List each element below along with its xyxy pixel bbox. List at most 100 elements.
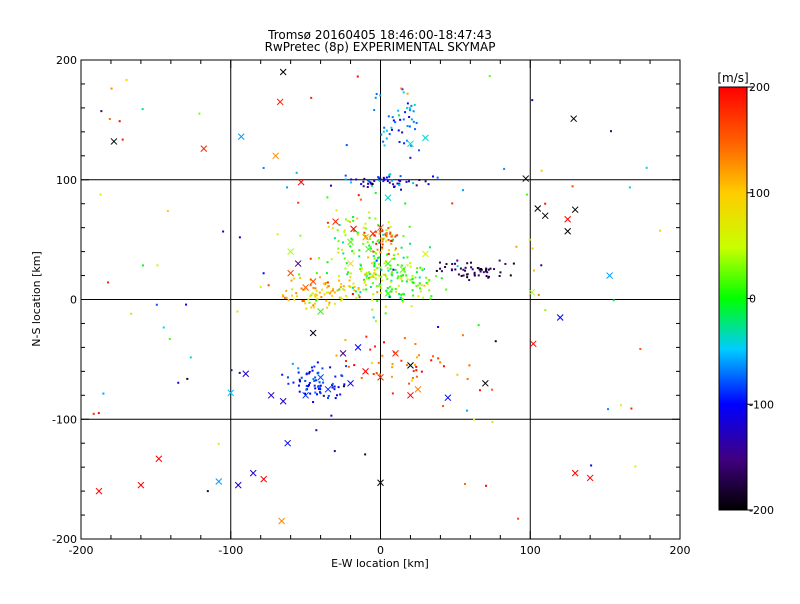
data-point: [464, 266, 467, 269]
x-marker: [155, 455, 163, 463]
data-point: [365, 288, 368, 291]
data-point: [377, 274, 380, 277]
x-marker: [279, 397, 287, 405]
data-point: [373, 179, 376, 182]
data-point: [369, 286, 372, 289]
data-point: [321, 367, 324, 370]
data-point: [397, 275, 400, 278]
data-point: [340, 299, 343, 302]
data-point: [377, 176, 380, 179]
data-point: [482, 271, 485, 274]
data-point: [358, 255, 361, 258]
data-point: [528, 238, 531, 241]
data-point: [485, 484, 488, 487]
data-point: [406, 278, 409, 281]
data-point: [375, 259, 378, 262]
data-point: [392, 268, 395, 271]
data-point: [360, 376, 363, 379]
data-point: [391, 366, 394, 369]
data-point: [333, 450, 336, 453]
data-point: [376, 291, 379, 294]
data-point: [107, 281, 110, 284]
colorbar-label: [m/s]: [717, 71, 748, 85]
data-point: [402, 274, 405, 277]
data-point: [335, 354, 338, 357]
data-point: [348, 220, 351, 223]
data-point: [401, 88, 404, 91]
data-point: [370, 247, 373, 250]
data-point: [344, 234, 347, 237]
data-point: [343, 257, 346, 260]
data-point: [364, 273, 367, 276]
data-point: [512, 262, 515, 265]
x-marker: [392, 350, 399, 357]
data-point: [348, 279, 351, 282]
data-point: [390, 128, 393, 131]
x-marker: [294, 260, 302, 267]
data-point: [331, 227, 334, 230]
data-point: [364, 227, 367, 230]
x-marker: [215, 478, 223, 485]
data-point: [338, 288, 341, 291]
data-point: [463, 482, 466, 485]
data-point: [389, 232, 392, 235]
x-marker: [534, 205, 542, 212]
data-point: [607, 408, 610, 411]
data-point: [331, 382, 334, 385]
data-point: [360, 267, 363, 270]
data-point: [389, 231, 392, 234]
data-point: [327, 394, 330, 397]
data-point: [374, 191, 377, 194]
data-point: [398, 184, 401, 187]
y-axis-label: N-S location [km]: [30, 251, 43, 347]
data-point: [371, 298, 374, 301]
data-point: [409, 265, 412, 268]
data-point: [325, 291, 328, 294]
data-point: [385, 176, 388, 179]
x-marker: [137, 481, 145, 489]
data-point: [310, 294, 313, 297]
data-point: [440, 277, 443, 280]
data-point: [374, 96, 377, 99]
data-point: [344, 359, 347, 362]
data-point: [312, 286, 315, 289]
data-point: [420, 284, 423, 287]
data-point: [356, 233, 359, 236]
data-point: [378, 232, 381, 235]
data-point: [341, 241, 344, 244]
data-point: [367, 180, 370, 183]
data-point: [357, 288, 360, 291]
data-point: [333, 385, 336, 388]
x-marker: [354, 344, 362, 351]
x-marker: [332, 218, 339, 226]
data-point: [356, 217, 359, 220]
data-point: [410, 379, 413, 382]
data-point: [337, 386, 340, 389]
data-point: [141, 108, 144, 111]
x-marker: [377, 479, 384, 487]
data-point: [377, 238, 380, 241]
data-point: [459, 267, 462, 270]
data-point: [319, 276, 322, 279]
data-point: [381, 238, 384, 241]
data-point: [346, 273, 349, 276]
data-point: [330, 258, 333, 261]
data-point: [293, 277, 296, 280]
data-point: [375, 242, 378, 245]
data-point: [371, 241, 374, 244]
data-point: [400, 293, 403, 296]
data-point: [394, 287, 397, 290]
data-point: [287, 298, 290, 301]
data-point: [281, 373, 284, 376]
data-point: [317, 387, 320, 390]
data-point: [319, 388, 322, 391]
data-point: [365, 277, 368, 280]
data-point: [291, 288, 294, 291]
data-point: [478, 389, 481, 392]
colorbar-tick-label: 200: [749, 81, 770, 94]
x-marker: [287, 248, 295, 255]
data-point: [487, 275, 490, 278]
data-point: [230, 369, 233, 372]
data-point: [350, 237, 353, 240]
data-point: [411, 376, 414, 379]
